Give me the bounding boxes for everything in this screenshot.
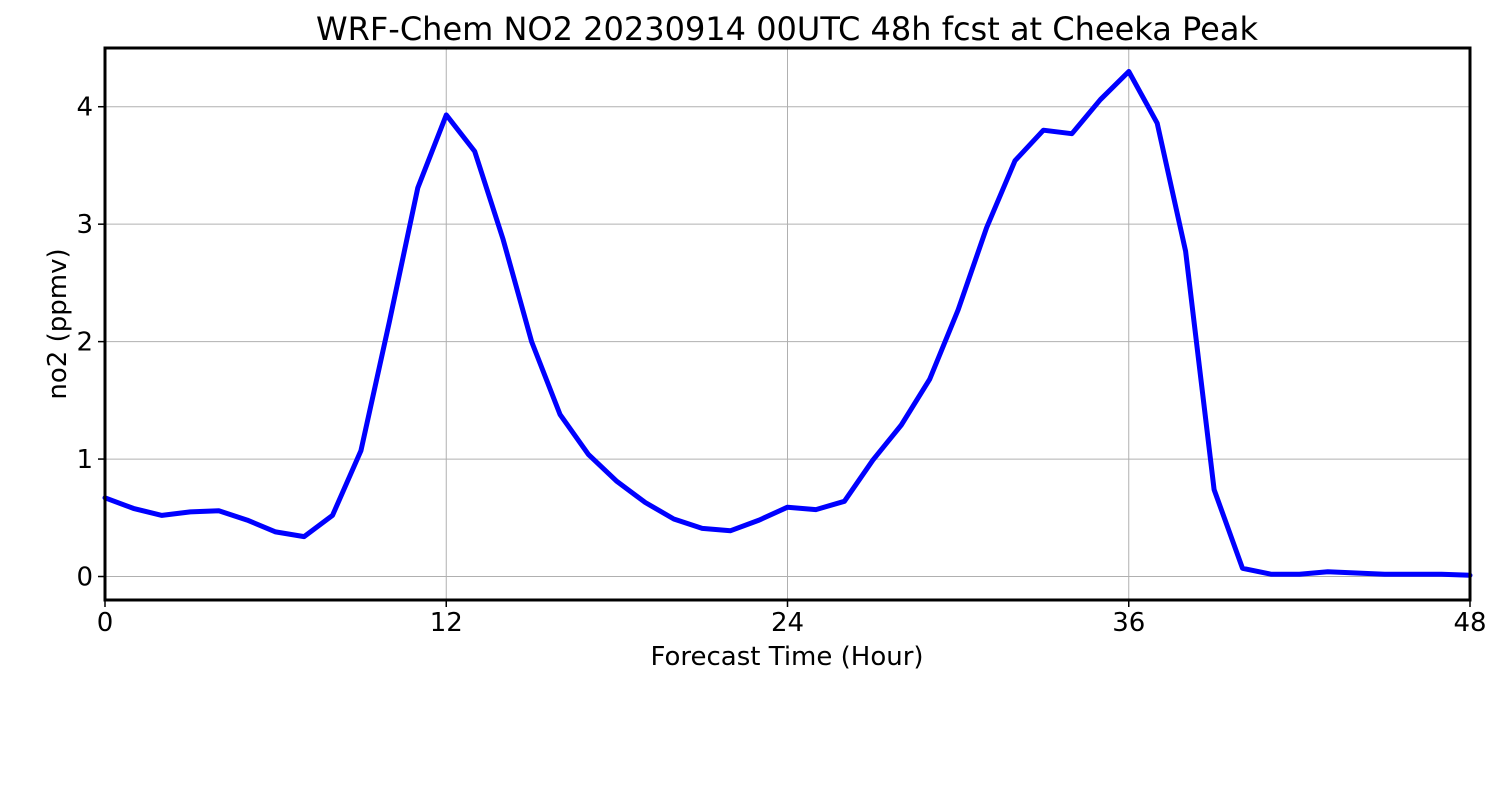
- series-layer: [102, 69, 1473, 578]
- x-tick-label: 12: [430, 608, 463, 638]
- grid: [104, 48, 1471, 600]
- y-axis-label: no2 (ppmv): [43, 248, 73, 399]
- y-tick-label: 2: [76, 328, 93, 358]
- y-tick-label: 0: [76, 563, 93, 593]
- y-tick-label: 3: [76, 210, 93, 240]
- x-tick-label: 0: [97, 608, 114, 638]
- y-tick-label: 1: [76, 445, 93, 475]
- x-tick-label: 48: [1453, 608, 1486, 638]
- x-tick-label: 24: [771, 608, 804, 638]
- y-tick-label: 4: [76, 93, 93, 123]
- series-line: [102, 69, 1473, 578]
- chart-title: WRF-Chem NO2 20230914 00UTC 48h fcst at …: [316, 10, 1258, 48]
- x-axis-label: Forecast Time (Hour): [650, 642, 923, 672]
- x-tick-label: 36: [1112, 608, 1145, 638]
